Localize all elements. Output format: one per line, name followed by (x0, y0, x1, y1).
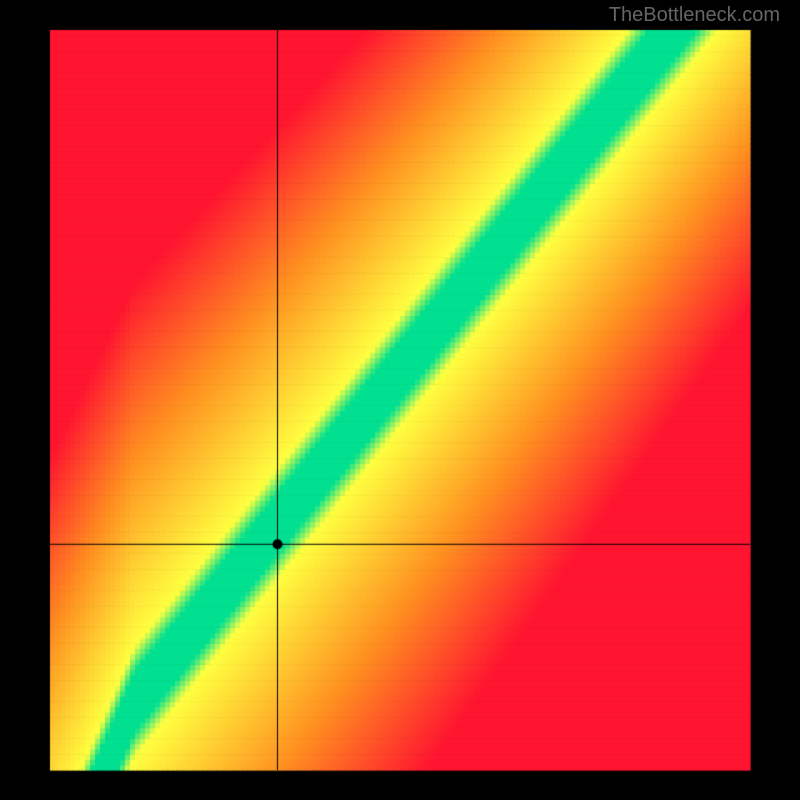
heatmap-canvas (0, 0, 800, 800)
watermark-text: TheBottleneck.com (609, 4, 780, 27)
chart-container: TheBottleneck.com (0, 0, 800, 800)
